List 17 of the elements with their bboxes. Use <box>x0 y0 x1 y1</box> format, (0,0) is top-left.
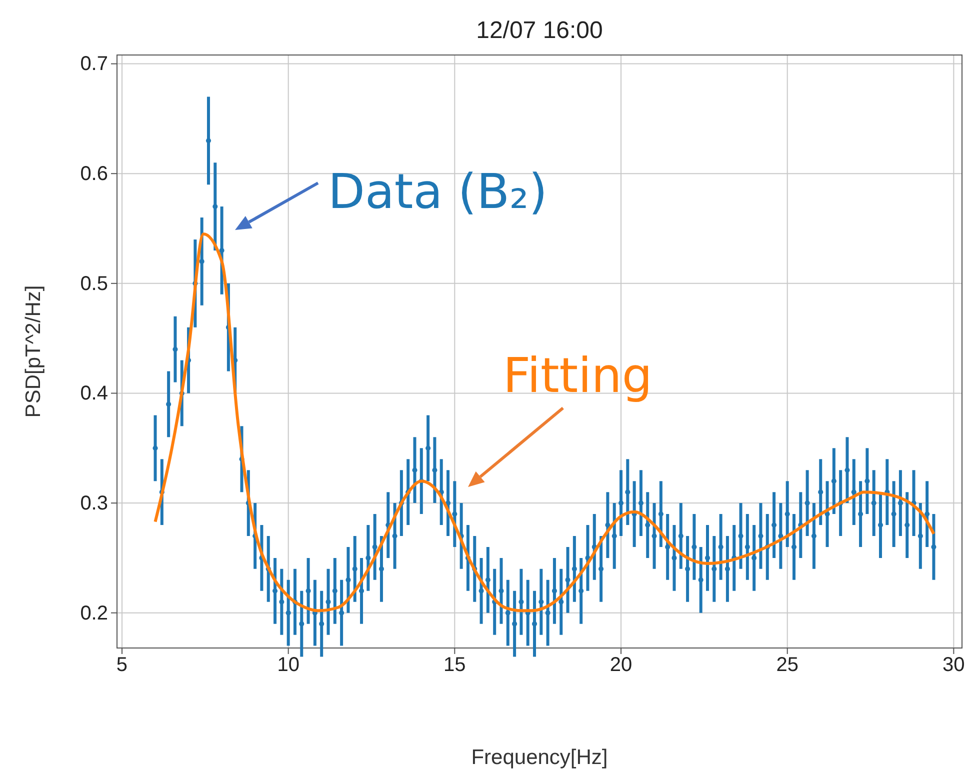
chart-title: 12/07 16:00 <box>476 17 603 44</box>
y-tick-label: 0.2 <box>80 602 108 624</box>
x-tick-label: 5 <box>116 654 128 676</box>
y-tick-label: 0.3 <box>80 492 108 514</box>
y-tick-label: 0.5 <box>80 272 108 295</box>
y-tick-label: 0.7 <box>80 53 108 76</box>
y-tick-label: 0.4 <box>80 382 108 405</box>
x-tick-label: 20 <box>610 654 632 676</box>
x-tick-label: 25 <box>776 654 798 676</box>
annotation: Data (B₂) <box>328 164 548 220</box>
x-tick-label: 10 <box>277 654 300 676</box>
y-tick-label: 0.6 <box>80 163 108 185</box>
x-tick-label: 15 <box>444 654 466 676</box>
annotation: Fitting <box>503 348 652 404</box>
y-axis-title: PSD[pT^2/Hz] <box>22 285 45 418</box>
x-axis-title: Frequency[Hz] <box>471 746 608 769</box>
x-tick-label: 30 <box>942 654 965 676</box>
